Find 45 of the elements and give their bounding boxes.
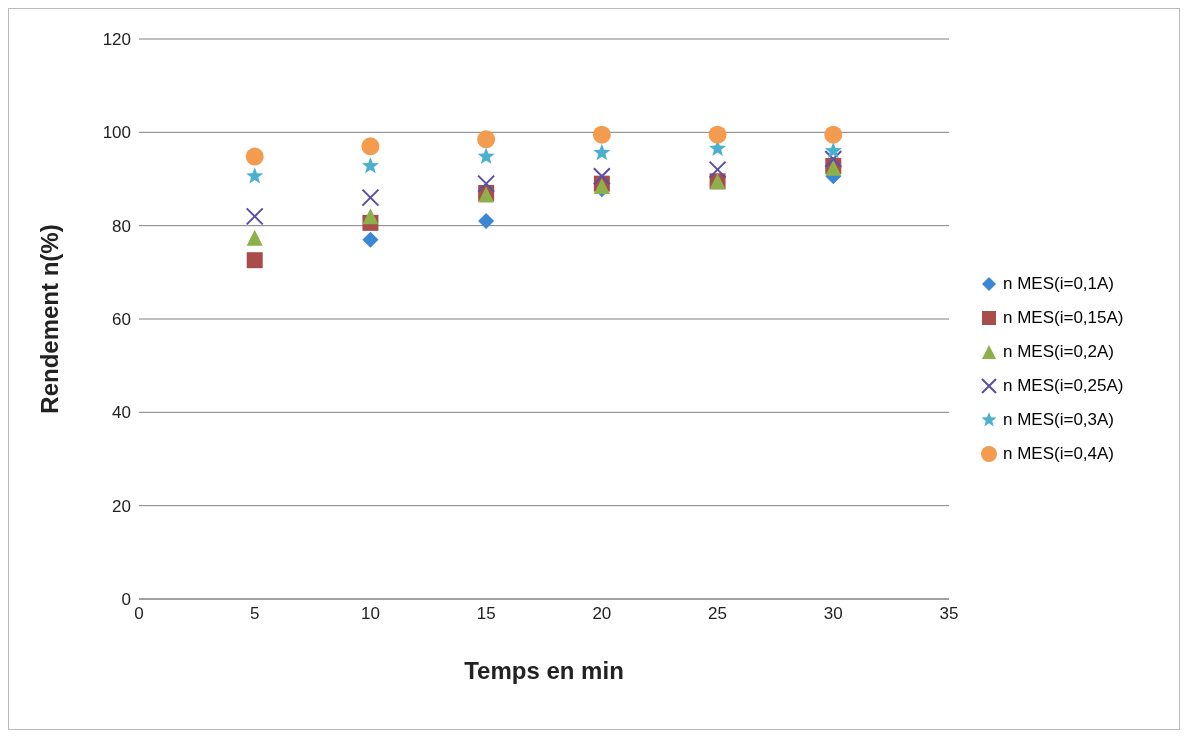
- y-tick-label: 20: [112, 496, 131, 516]
- point: [246, 252, 263, 269]
- x-tick-label: 5: [249, 604, 260, 624]
- point: [592, 125, 611, 144]
- point: [362, 231, 379, 248]
- y-axis-title: Rendement n(%): [35, 224, 63, 414]
- y-tick-label: 120: [102, 30, 131, 50]
- point: [361, 156, 379, 174]
- point: [361, 188, 380, 207]
- x-tick-label: 25: [708, 604, 728, 624]
- point: [477, 130, 496, 149]
- point: [245, 147, 264, 166]
- x-tick-label: 10: [360, 604, 380, 624]
- x-axis-title: Temps en min: [464, 657, 624, 684]
- x-tick-label: 30: [823, 604, 843, 624]
- point: [362, 208, 379, 225]
- point: [246, 167, 264, 184]
- point: [361, 137, 380, 156]
- point: [708, 160, 727, 179]
- point: [593, 143, 611, 161]
- y-tick-label: 100: [102, 123, 131, 143]
- x-tick-label: 35: [939, 604, 959, 624]
- point: [245, 207, 264, 226]
- point: [477, 174, 496, 193]
- legend-label: n MES(i=0,2A): [1003, 342, 1115, 362]
- y-tick-label: 80: [112, 216, 131, 236]
- y-tick-label: 40: [112, 403, 131, 423]
- legend-label: n MES(i=0,4A): [1003, 444, 1115, 464]
- point: [477, 147, 495, 164]
- point: [824, 125, 843, 144]
- point: [824, 149, 843, 168]
- point: [478, 213, 495, 229]
- point: [708, 125, 727, 144]
- point: [246, 229, 263, 246]
- x-tick-label: 0: [134, 604, 144, 624]
- y-tick-label: 60: [112, 310, 131, 330]
- point: [592, 167, 611, 186]
- x-tick-label: 15: [476, 604, 496, 624]
- legend-label: n MES(i=0,25A): [1003, 376, 1124, 396]
- x-tick-label: 20: [592, 604, 612, 624]
- y-tick-label: 0: [121, 590, 131, 610]
- legend-label: n MES(i=0,15A): [1003, 308, 1124, 328]
- legend-label: n MES(i=0,3A): [1003, 410, 1115, 430]
- legend-label: n MES(i=0,1A): [1003, 274, 1115, 294]
- point: [824, 142, 842, 159]
